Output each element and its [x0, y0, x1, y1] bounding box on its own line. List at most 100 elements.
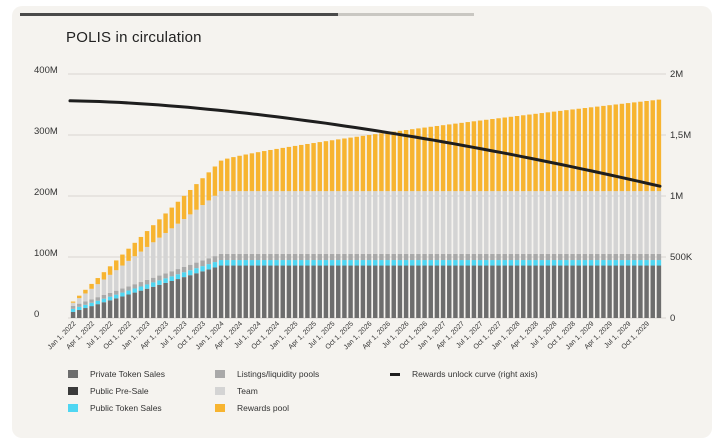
- bar-segment: [656, 265, 662, 318]
- bar-segment: [595, 265, 600, 318]
- bar-segment: [477, 253, 483, 261]
- bar-segment: [422, 191, 427, 254]
- legend-item: Rewards unlock curve (right axis): [390, 369, 538, 379]
- bar-segment: [447, 191, 452, 254]
- bar-segment: [114, 298, 119, 318]
- bar-segment: [403, 130, 409, 192]
- bar-segment: [286, 265, 292, 318]
- bar-segment: [484, 253, 489, 261]
- bar-segment: [379, 133, 384, 192]
- bar-segment: [188, 275, 193, 318]
- bar-segment: [502, 191, 507, 254]
- bar-segment: [632, 265, 637, 318]
- bar-segment: [268, 253, 273, 261]
- bar-segment: [434, 191, 440, 254]
- bar-segment: [379, 260, 384, 266]
- bar-segment: [558, 253, 563, 261]
- bar-segment: [274, 253, 279, 261]
- bar-segment: [360, 265, 366, 318]
- bar-segment: [83, 289, 88, 294]
- bar-segment: [632, 191, 637, 254]
- bar-segment: [428, 260, 433, 266]
- bar-segment: [558, 110, 563, 192]
- bar-segment: [249, 153, 255, 192]
- progress-bar-track: [338, 13, 474, 16]
- bar-segment: [95, 300, 100, 305]
- bar-segment: [212, 256, 218, 263]
- bar-segment: [533, 113, 538, 192]
- bar-segment: [428, 191, 433, 254]
- bar-segment: [397, 191, 403, 254]
- bar-segment: [366, 253, 372, 261]
- bar-segment: [496, 118, 501, 192]
- legend-item: Rewards pool: [215, 403, 289, 413]
- bar-segment: [218, 160, 224, 192]
- bar-segment: [354, 253, 359, 261]
- bar-segment: [218, 253, 224, 261]
- bar-segment: [77, 303, 82, 307]
- bar-segment: [77, 309, 82, 318]
- bar-segment: [366, 135, 372, 192]
- bar-segment: [206, 172, 211, 201]
- bar-segment: [373, 191, 378, 254]
- bar-segment: [440, 191, 446, 254]
- bar-segment: [428, 265, 433, 318]
- bar-segment: [422, 260, 427, 266]
- bar-segment: [200, 178, 205, 206]
- bar-segment: [237, 253, 242, 261]
- bar-segment: [181, 195, 187, 220]
- legend-label: Private Token Sales: [90, 369, 165, 379]
- bar-segment: [539, 260, 544, 266]
- bar-segment: [570, 265, 575, 318]
- bar-segment: [447, 265, 452, 318]
- bar-segment: [527, 253, 532, 261]
- y-right-tick-label: 1,5M: [670, 130, 691, 141]
- bar-segment: [299, 191, 304, 254]
- bar-segment: [181, 277, 187, 318]
- bar-segment: [391, 253, 396, 261]
- bar-segment: [237, 260, 242, 266]
- bar-segment: [329, 253, 335, 261]
- bar-segment: [323, 260, 329, 266]
- bar-segment: [391, 191, 396, 254]
- bar-segment: [200, 205, 205, 261]
- bar-segment: [570, 109, 575, 192]
- bar-segment: [619, 191, 625, 254]
- bar-segment: [545, 112, 551, 192]
- legend-swatch: [68, 370, 78, 378]
- bar-segment: [379, 253, 384, 261]
- bar-segment: [477, 260, 483, 266]
- bar-segment: [317, 191, 322, 254]
- bar-segment: [114, 290, 119, 295]
- legend-label: Public Token Sales: [90, 403, 162, 413]
- bar-segment: [379, 191, 384, 254]
- bar-segment: [539, 253, 544, 261]
- bar-segment: [484, 191, 489, 254]
- bar-segment: [212, 262, 218, 268]
- bar-segment: [508, 260, 514, 266]
- bar-segment: [286, 146, 292, 192]
- bar-segment: [163, 282, 168, 318]
- bar-segment: [625, 103, 631, 192]
- bar-segment: [249, 260, 255, 266]
- bar-segment: [545, 265, 551, 318]
- bar-segment: [403, 260, 409, 266]
- bar-segment: [348, 260, 353, 266]
- bar-segment: [533, 260, 538, 266]
- legend-label: Team: [237, 386, 258, 396]
- bar-segment: [545, 191, 551, 254]
- bar-segment: [564, 110, 569, 192]
- bar-segment: [138, 251, 144, 283]
- bar-segment: [453, 123, 458, 192]
- bar-segment: [231, 191, 236, 254]
- bar-segment: [422, 253, 427, 261]
- bar-segment: [194, 209, 199, 263]
- bar-segment: [453, 260, 458, 266]
- bar-segment: [274, 191, 279, 254]
- bar-segment: [576, 191, 581, 254]
- bar-segment: [521, 191, 526, 254]
- bar-segment: [588, 260, 594, 266]
- bar-segment: [360, 253, 366, 261]
- bar-segment: [551, 191, 557, 254]
- bar-segment: [588, 191, 594, 254]
